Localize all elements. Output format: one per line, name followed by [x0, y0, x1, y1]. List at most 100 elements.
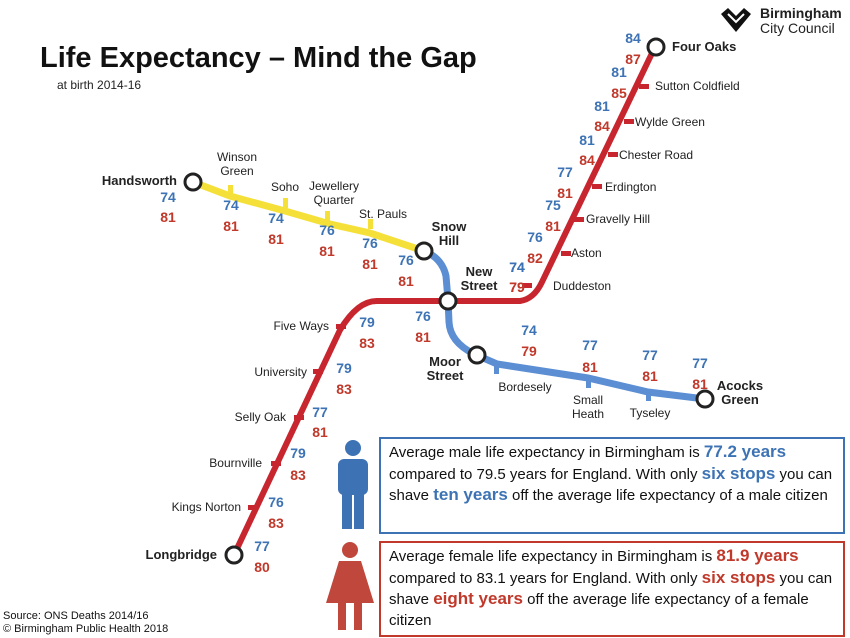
- station-name-tyseley: Tyseley: [630, 406, 671, 420]
- female-value-winson-green: 81: [223, 218, 239, 234]
- station-name-gravelly-hill: Gravelly Hill: [586, 212, 650, 226]
- station-name-acocks-green: Acocks Green: [717, 378, 763, 407]
- female-value-tyseley: 81: [642, 368, 658, 384]
- tick-bournville: [271, 461, 281, 466]
- male-value-duddeston: 74: [509, 259, 525, 275]
- tick-bordesley: [494, 364, 499, 374]
- page-subtitle: at birth 2014-16: [57, 78, 142, 92]
- tick-soho: [283, 198, 288, 208]
- tick-aston: [561, 251, 571, 256]
- source-note: Source: ONS Deaths 2014/16 © Birmingham …: [3, 610, 168, 636]
- female-highlight-stops: six stops: [701, 567, 776, 587]
- node-moor-street: [467, 345, 487, 365]
- female-info-box: Average female life expectancy in Birmin…: [379, 541, 845, 637]
- male-value-bournville: 79: [290, 445, 306, 461]
- tick-gravelly-hill: [574, 217, 584, 222]
- tick-kings-norton: [248, 505, 258, 510]
- female-text-2: compared to 83.1 years for England. With…: [389, 569, 702, 587]
- male-value-moor-street: 76: [415, 308, 431, 324]
- node-longbridge: [224, 545, 244, 565]
- station-name-selly-oak: Selly Oak: [235, 410, 287, 424]
- tick-small-heath: [586, 378, 591, 388]
- page-title: Life Expectancy – Mind the Gap: [40, 42, 477, 74]
- female-figure-icon: [326, 542, 374, 630]
- station-name-five-ways: Five Ways: [273, 319, 329, 333]
- female-text-3: you can shave: [389, 569, 833, 609]
- station-name-longbridge: Longbridge: [146, 547, 218, 562]
- station-ticks: [228, 84, 651, 510]
- female-value-bournville: 83: [290, 467, 306, 483]
- station-name-wylde-green: Wylde Green: [635, 115, 705, 129]
- brand-line2: City Council: [760, 20, 835, 36]
- station-name-chester-road: Chester Road: [619, 148, 693, 162]
- female-value-five-ways: 83: [359, 335, 375, 351]
- male-value-st-pauls: 76: [362, 235, 378, 251]
- male-value-bordesley: 74: [521, 322, 537, 338]
- female-value-wylde-green: 84: [594, 118, 610, 134]
- female-value-gravelly-hill: 81: [545, 218, 561, 234]
- tick-selly-oak: [294, 415, 304, 420]
- male-text-3: you can shave: [389, 465, 833, 505]
- female-value-longbridge: 80: [254, 559, 270, 575]
- female-highlight-gap: eight years: [433, 589, 523, 608]
- female-text-1: Average female life expectancy in Birmin…: [389, 548, 717, 565]
- male-value-erdington: 77: [557, 164, 573, 180]
- station-name-moor-street: Moor Street: [427, 354, 465, 383]
- node-snow-hill: [414, 241, 434, 261]
- female-value-jewellery-quarter: 81: [319, 243, 335, 259]
- female-value-soho: 81: [268, 231, 284, 247]
- male-highlight-stops: six stops: [701, 463, 776, 483]
- station-name-duddeston: Duddeston: [553, 279, 611, 293]
- female-value-st-pauls: 81: [362, 256, 378, 272]
- male-value-wylde-green: 81: [594, 98, 610, 114]
- female-highlight-years: 81.9 years: [716, 546, 799, 565]
- station-name-bordesley: Bordesely: [498, 380, 551, 394]
- brand-logo: Birmingham City Council: [718, 4, 850, 36]
- node-new-street: [438, 291, 458, 311]
- male-value-four-oaks: 84: [625, 30, 641, 46]
- station-name-erdington: Erdington: [605, 180, 656, 194]
- station-name-sutton-coldfield: Sutton Coldfield: [655, 79, 740, 93]
- female-value-selly-oak: 81: [312, 424, 328, 440]
- female-value-kings-norton: 83: [268, 515, 284, 531]
- station-name-jewellery-quarter: Jewellery Quarter: [309, 179, 359, 207]
- male-highlight-gap: ten years: [433, 485, 508, 504]
- male-value-longbridge: 77: [254, 538, 270, 554]
- node-acocks-green: [695, 389, 715, 409]
- female-value-chester-road: 84: [579, 152, 595, 168]
- male-value-selly-oak: 77: [312, 404, 328, 420]
- male-value-soho: 74: [268, 210, 284, 226]
- station-name-aston: Aston: [571, 246, 602, 260]
- male-value-new-street: 74: [509, 259, 525, 275]
- station-name-soho: Soho: [271, 180, 299, 194]
- tick-wylde-green: [624, 119, 634, 124]
- station-name-four-oaks: Four Oaks: [672, 39, 736, 54]
- male-value-university: 79: [336, 360, 352, 376]
- male-value-handsworth: 74: [160, 189, 176, 205]
- male-value-kings-norton: 76: [268, 494, 284, 510]
- station-name-university: University: [254, 365, 307, 379]
- tick-duddeston: [522, 283, 532, 288]
- female-value-duddeston: 79: [509, 279, 525, 295]
- male-text-2: compared to 79.5 years for England. With…: [389, 465, 702, 483]
- copyright-line: © Birmingham Public Health 2018: [3, 623, 169, 635]
- female-value-snow-hill: 81: [398, 273, 414, 289]
- male-value-aston: 76: [527, 229, 543, 245]
- male-value-chester-road: 81: [579, 132, 595, 148]
- tick-erdington: [592, 184, 602, 189]
- male-value-small-heath: 77: [582, 337, 598, 353]
- male-value-sutton-coldfield: 81: [611, 64, 627, 80]
- source-line: Source: ONS Deaths 2014/16: [3, 610, 149, 622]
- station-name-new-street: New Street: [461, 264, 499, 293]
- male-text-1: Average male life expectancy in Birmingh…: [389, 444, 704, 461]
- station-name-bournville: Bournville: [209, 456, 262, 470]
- female-value-aston: 82: [527, 250, 543, 266]
- male-value-acocks-green: 77: [692, 355, 708, 371]
- station-name-winson-green: Winson Green: [217, 150, 257, 178]
- male-value-winson-green: 74: [223, 197, 239, 213]
- node-four-oaks: [646, 37, 666, 57]
- male-value-jewellery-quarter: 76: [319, 222, 335, 238]
- tick-university: [313, 369, 323, 374]
